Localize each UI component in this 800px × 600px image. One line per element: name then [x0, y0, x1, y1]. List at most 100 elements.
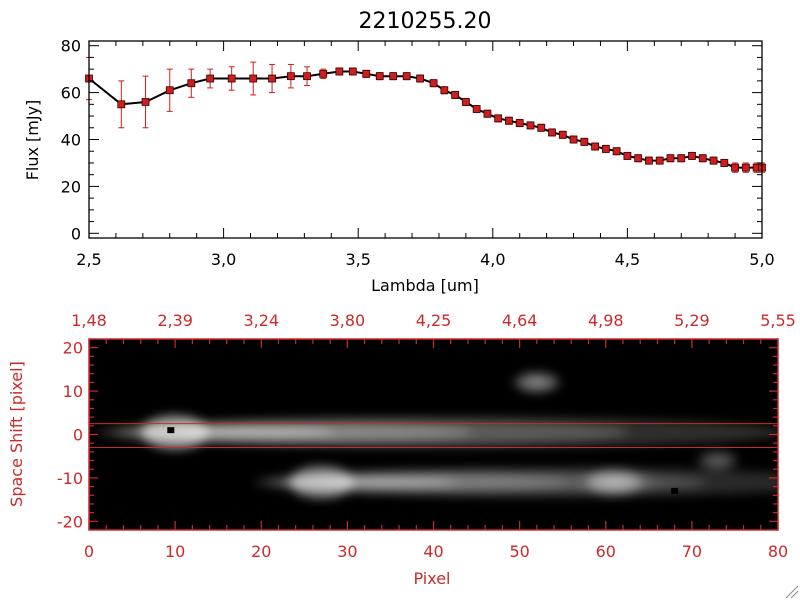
data-point: [741, 163, 750, 172]
x-tick-label: 0: [84, 542, 94, 561]
spectrum-marks: [85, 56, 766, 173]
y-tick-label: 20: [63, 339, 83, 358]
y-tick-label: 10: [63, 382, 83, 401]
data-point: [117, 100, 126, 109]
source-core: [587, 468, 641, 496]
data-point: [731, 163, 739, 172]
top-tick-label: 4,25: [416, 311, 452, 330]
resize-grip-icon[interactable]: [785, 585, 799, 599]
top-tick-label: 4,98: [588, 311, 624, 330]
x-tick-label: 50: [509, 542, 529, 561]
data-point: [526, 121, 535, 130]
source-core: [516, 371, 558, 393]
bad-pixel: [167, 427, 175, 434]
top-tick-label: 3,24: [243, 311, 279, 330]
data-point: [268, 74, 276, 83]
x-tick-label: 3,0: [211, 250, 236, 269]
x-tick-label: 40: [423, 542, 443, 561]
data-point: [709, 156, 718, 165]
spectrum-chart: 2210255.20 2,5 3,0 3,5 4,0 4,5 5,0 0 20 40 60 80 L…: [23, 9, 775, 295]
spectrum-axes: 2,5 3,0 3,5 4,0 4,5 5,0 0 20 40 60 80: [61, 37, 775, 269]
data-point: [634, 154, 643, 163]
y-tick-label: 80: [61, 37, 81, 56]
y-tick-label: 0: [71, 224, 81, 243]
x-tick-label: 4,5: [615, 250, 640, 269]
x-tick-label: 20: [251, 542, 271, 561]
x-axis-label: Lambda [um]: [371, 276, 479, 295]
data-point: [461, 98, 470, 106]
image-sources: [97, 371, 778, 499]
top-tick-label: 3,80: [330, 311, 366, 330]
image-source: [511, 371, 563, 393]
image-source: [571, 468, 658, 496]
data-point: [206, 74, 215, 83]
data-point: [402, 72, 411, 81]
data-point: [569, 135, 578, 144]
data-point: [483, 109, 492, 118]
data-point: [580, 137, 589, 146]
image-source: [696, 450, 740, 471]
x-tick-label: 3,5: [345, 250, 370, 269]
data-point: [389, 72, 398, 81]
data-point: [688, 152, 696, 160]
data-point: [666, 154, 675, 163]
data-point: [335, 67, 344, 76]
data-point: [348, 67, 357, 76]
y-tick-label: 60: [61, 84, 81, 103]
top-tick-label: 5,29: [674, 311, 710, 330]
data-point: [591, 142, 599, 151]
spectrum-plot-frame: [88, 40, 763, 239]
source-core: [698, 450, 737, 471]
image-source: [254, 466, 778, 499]
data-point: [515, 119, 524, 127]
data-point: [303, 72, 311, 81]
data-point: [612, 147, 621, 156]
x-tick-label: 30: [337, 542, 357, 561]
top-tick-label: 1,48: [71, 311, 107, 330]
image-axes: 0 1,48 10 2,39 20 3,24 30 3,80 40 4,25 50 4,64 60 4,9…: [57, 311, 796, 561]
data-point: [286, 72, 295, 81]
source-core: [141, 415, 210, 450]
y-tick-label: 40: [61, 131, 81, 150]
data-point: [141, 98, 150, 106]
top-tick-label: 4,64: [502, 311, 538, 330]
y-tick-label: -10: [57, 469, 83, 488]
x-tick-label: 60: [596, 542, 616, 561]
top-tick-label: 5,55: [760, 311, 796, 330]
data-point: [548, 128, 556, 137]
source-core: [289, 466, 354, 499]
x-tick-label: 5,0: [749, 250, 774, 269]
data-point: [451, 91, 460, 99]
data-point: [505, 116, 513, 125]
data-point: [623, 152, 632, 160]
data-point: [472, 105, 481, 113]
data-point: [494, 114, 503, 123]
y-tick-label: 0: [73, 426, 83, 445]
data-point: [227, 74, 236, 83]
data-point: [319, 69, 328, 78]
image-y-axis-label: Space Shift [pixel]: [7, 361, 26, 507]
bad-pixel: [671, 487, 679, 494]
data-point: [655, 156, 664, 165]
data-point: [187, 79, 196, 88]
data-point: [537, 123, 546, 132]
data-point: [440, 86, 449, 95]
data-point: [720, 159, 729, 167]
chart-title: 2210255.20: [359, 9, 492, 34]
x-tick-label: 4,0: [480, 250, 505, 269]
data-point: [416, 74, 425, 83]
y-tick-label: -20: [57, 512, 83, 531]
data-point: [558, 130, 567, 139]
data-point: [645, 156, 653, 165]
x-tick-label: 10: [165, 542, 185, 561]
data-point: [375, 72, 384, 81]
data-point: [249, 74, 258, 83]
data-point: [601, 144, 610, 153]
x-tick-label: 2,5: [76, 250, 101, 269]
x-tick-label: 70: [682, 542, 702, 561]
data-point: [698, 154, 707, 163]
x-tick-label: 80: [768, 542, 788, 561]
image-source: [97, 415, 778, 450]
data-point: [429, 79, 438, 88]
